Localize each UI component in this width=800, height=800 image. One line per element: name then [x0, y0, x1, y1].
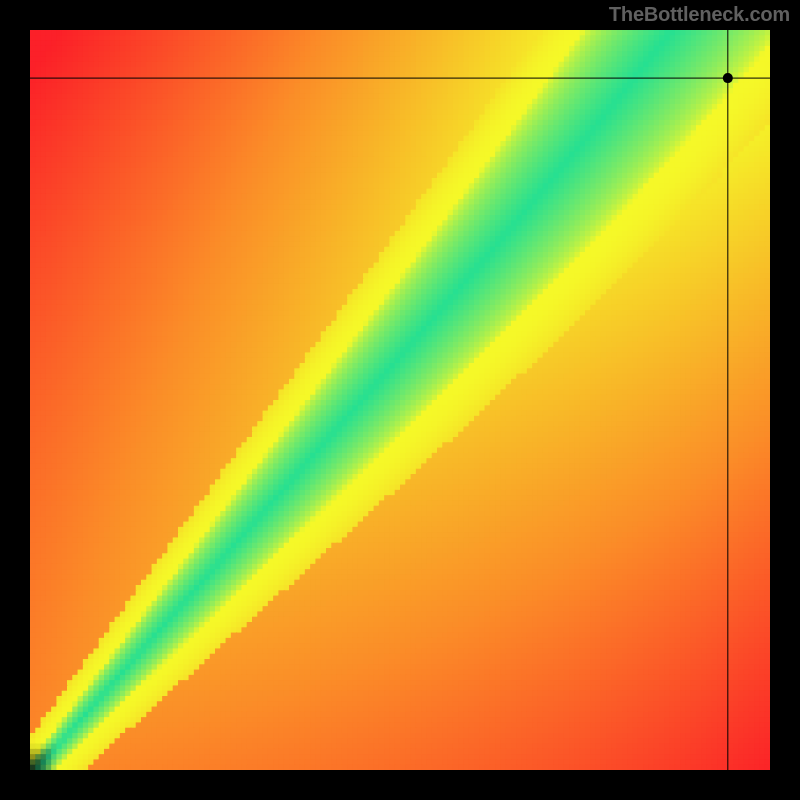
- watermark-text: TheBottleneck.com: [609, 4, 790, 27]
- chart-container: TheBottleneck.com: [0, 0, 800, 800]
- bottleneck-heatmap: [0, 0, 800, 800]
